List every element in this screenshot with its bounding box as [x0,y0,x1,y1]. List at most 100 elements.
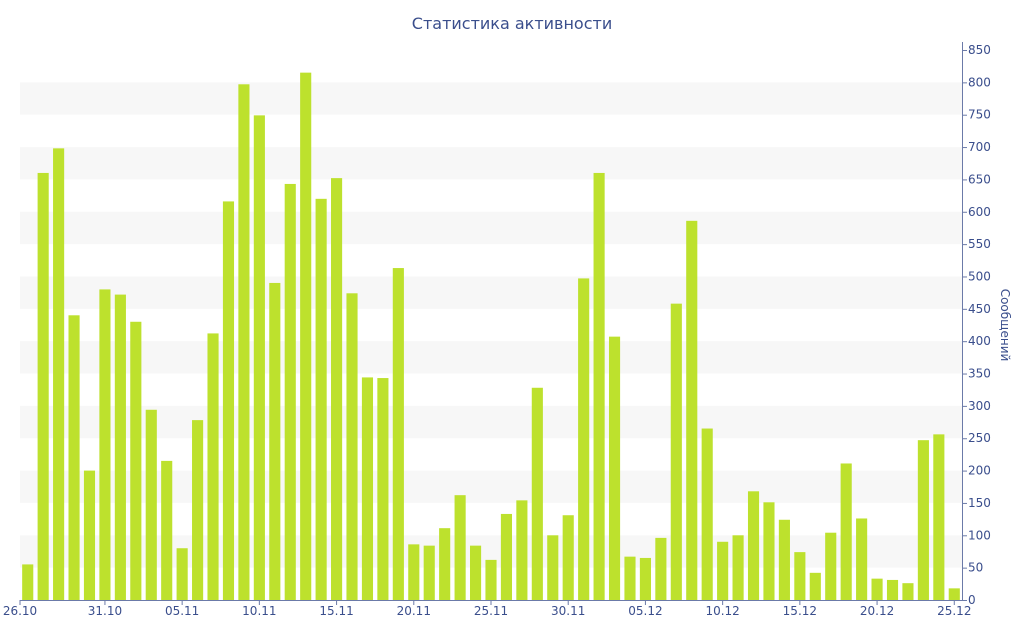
bar: 30.11: 131 [562,515,574,600]
bar: 05.11: 80 [176,548,188,600]
bar: 17.12: 104 [825,532,837,600]
chart-title: Статистика активности [411,14,613,33]
bar: 22.11: 111 [439,528,451,600]
bar: 12.12: 168 [747,491,760,600]
bar: 18.12: 211 [840,463,852,600]
y-tick-label: 400 [968,334,991,348]
bar: 24.12: 256 [933,434,945,600]
bar: 01.11: 472 [114,294,126,600]
bar: 26.11: 133 [500,513,513,600]
bar: 08.11: 616 [222,201,235,601]
y-tick-label: 250 [968,431,991,445]
bar: 15.11: 652 [331,178,343,600]
grid-bands [20,82,962,568]
bar: 02.12: 660 [593,172,605,601]
y-tick-label: 0 [968,593,976,607]
y-tick-label: 450 [968,302,991,316]
bar: 28.10: 698 [53,148,65,600]
bar: 07.12: 458 [670,303,682,600]
bar: 28.11: 328 [531,387,543,600]
bars-group: 26.10: 5527.10: 66028.10: 69829.10: 4403… [22,72,960,601]
x-tick-label: 05.12 [628,604,662,618]
bar: 14.12: 124 [778,519,790,600]
bar: 27.11: 154 [516,500,528,600]
bar: 11.11: 490 [269,282,281,600]
y-tick-label: 650 [968,172,991,186]
x-tick-label: 26.10 [3,604,37,618]
y-tick-label: 500 [968,269,991,283]
grid-band [20,405,962,439]
grid-band [20,276,962,309]
bar: 27.10: 660 [37,172,49,601]
y-tick-label: 300 [968,399,991,413]
x-tick-label: 15.12 [783,604,817,618]
bar: 17.11: 344 [361,377,374,600]
bar: 03.12: 407 [608,336,621,600]
y-tick-label: 750 [968,108,991,122]
y-tick-label: 150 [968,496,991,510]
y-tick-label: 700 [968,140,991,154]
bar: 30.10: 200 [83,470,96,600]
y-tick-label: 550 [968,237,991,251]
grid-band [20,147,962,180]
y-tick-labels: 0 50 100 150 200 250 300 350 400 450 500 550 600 650 7… [968,43,991,607]
bar: 11.12: 100 [732,535,744,600]
bar: 20.11: 86 [408,544,420,600]
y-tick-label: 800 [968,75,991,89]
grid-band [20,82,962,115]
bar: 18.11: 343 [377,378,389,600]
bar: 12.11: 643 [284,183,296,601]
bar: 09.12: 265 [701,428,713,600]
x-tick-label: 31.10 [88,604,122,618]
bar: 06.12: 96 [655,537,667,600]
bar: 19.11: 513 [392,268,404,600]
grid-band [20,341,962,374]
bar: 08.12: 586 [686,220,698,600]
bar: 25.11: 62 [485,559,497,600]
bar: 04.12: 67 [624,556,636,600]
x-tick-label: 25.11 [474,604,508,618]
bar: 23.11: 162 [454,495,466,600]
bar: 21.12: 31 [886,579,899,600]
bar: 29.10: 440 [68,315,80,600]
bar: 06.11: 278 [192,420,204,600]
bar: 21.11: 84 [423,545,435,600]
y-tick-label: 100 [968,528,991,542]
y-axis-title: Сообщений [998,289,1012,362]
x-tick-label: 20.12 [860,604,894,618]
bar: 07.11: 412 [207,333,219,600]
bar: 05.12: 65 [639,557,651,600]
grid-band [20,211,962,245]
bar: 14.11: 620 [315,198,327,600]
y-tick-label: 50 [968,561,983,575]
bar: 23.12: 247 [917,440,929,600]
y-tick-label: 600 [968,205,991,219]
bar: 13.12: 151 [763,502,775,600]
bar: 19.12: 126 [856,518,868,600]
x-tick-label: 05.11 [165,604,199,618]
bar: 29.11: 100 [547,535,559,600]
bar: 15.12: 74 [794,552,806,600]
bar: 31.10: 480 [99,289,111,600]
x-tick-label: 20.11 [397,604,431,618]
bar: 24.11: 84 [469,545,482,600]
x-tick-labels: 26.10 31.10 05.11 10.11 15.11 20.11 25.11 30.11… [3,604,972,618]
bar: 25.12: 18 [948,588,960,600]
bar: 26.10: 55 [22,564,34,600]
y-tick-label: 200 [968,464,991,478]
bar: 03.11: 294 [145,409,157,600]
bar: 01.12: 497 [578,278,590,600]
bar: 02.11: 430 [130,321,142,600]
bar: 04.11: 215 [161,460,173,600]
bar: 13.11: 815 [300,72,312,601]
y-tick-label: 850 [968,43,991,57]
bar: 22.12: 26 [902,583,914,600]
grid-band [20,470,962,503]
x-tick-label: 15.11 [319,604,353,618]
bar: 10.11: 749 [253,115,265,601]
y-tick-label: 350 [968,367,991,381]
axes-group [19,42,967,605]
x-tick-label: 10.12 [705,604,739,618]
